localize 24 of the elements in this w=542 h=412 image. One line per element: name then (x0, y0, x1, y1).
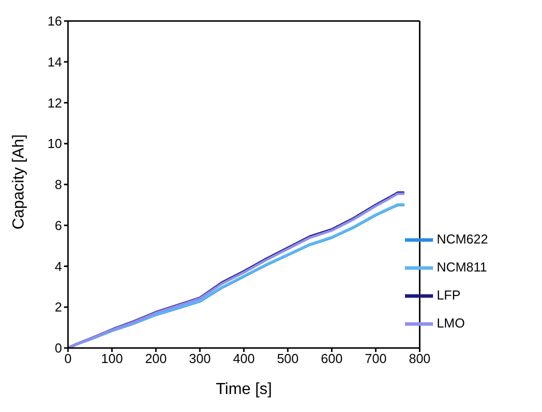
legend-label: NCM811 (436, 259, 488, 274)
y-tick-label: 12 (48, 95, 62, 110)
x-tick-label: 300 (189, 351, 211, 366)
legend-label: LFP (436, 287, 461, 302)
x-axis-title: Time [s] (216, 381, 272, 398)
y-tick-label: 2 (54, 300, 62, 315)
y-tick-label: 16 (48, 14, 62, 29)
x-tick-label: 600 (320, 351, 343, 366)
x-tick-label: 400 (233, 351, 255, 366)
x-tick-label: 200 (145, 351, 167, 366)
y-tick-label: 8 (54, 177, 62, 192)
x-tick-label: 500 (276, 351, 299, 366)
legend-label: NCM622 (436, 231, 488, 246)
y-tick-label: 0 (54, 340, 62, 356)
x-tick-label: 100 (101, 351, 123, 366)
x-tick-label: 700 (364, 351, 387, 366)
y-tick-label: 14 (48, 54, 62, 70)
y-tick-label: 4 (54, 258, 62, 274)
y-tick-label: 6 (54, 218, 62, 233)
y-axis-title: Capacity [Ah] (10, 134, 28, 230)
y-tick-label: 10 (48, 136, 62, 152)
x-tick-label: 800 (408, 351, 431, 366)
legend-label: LMO (436, 315, 465, 330)
x-tick-label: 0 (64, 351, 72, 366)
